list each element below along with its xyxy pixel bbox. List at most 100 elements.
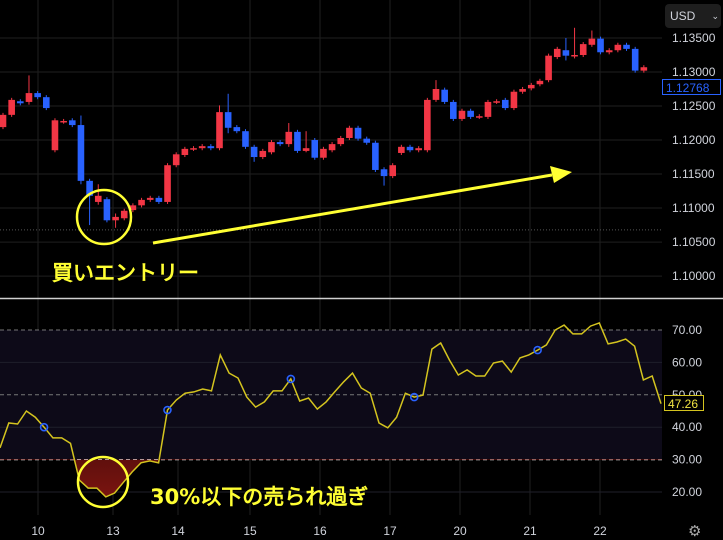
- gear-icon[interactable]: ⚙: [688, 523, 702, 540]
- candle-down: [17, 101, 24, 104]
- candle-down: [207, 146, 215, 149]
- candle-up: [536, 80, 544, 85]
- chevron-down-icon: ⌄: [711, 11, 719, 21]
- candle-down: [224, 112, 232, 128]
- candle-up: [164, 165, 171, 202]
- candle-up: [268, 142, 275, 153]
- candle-up: [614, 44, 622, 51]
- candle-down: [311, 140, 319, 158]
- rsi-tick-label: 40.00: [672, 420, 702, 434]
- rsi-tick-label: 70.00: [672, 323, 702, 337]
- candle-down: [562, 50, 570, 56]
- candle-up: [285, 131, 293, 145]
- date-tick-label: 14: [171, 524, 185, 538]
- price-tick-label: 1.11500: [672, 167, 715, 181]
- candle-down: [103, 199, 111, 221]
- annotations: [75, 166, 572, 509]
- candle-down: [68, 120, 76, 126]
- rsi-marker: [409, 392, 419, 402]
- candle-up: [553, 48, 561, 58]
- candle-down: [155, 197, 163, 202]
- candle-down: [623, 44, 630, 49]
- candle-up: [424, 99, 431, 151]
- candle-up: [8, 99, 15, 115]
- candle-down: [294, 131, 301, 151]
- candle-down: [441, 89, 448, 102]
- rsi-marker: [286, 374, 296, 384]
- date-tick-label: 10: [31, 524, 45, 538]
- candle-down: [77, 125, 85, 181]
- date-tick-label: 16: [313, 524, 327, 538]
- rsi-tick-label: 60.00: [672, 355, 702, 369]
- date-tick-label: 20: [453, 524, 467, 538]
- candle-down: [597, 38, 604, 53]
- candle-up: [640, 67, 648, 71]
- date-tick-label: 13: [106, 524, 120, 538]
- rsi-pane: [0, 321, 662, 498]
- candle-up: [398, 146, 405, 153]
- rsi-marker: [163, 405, 172, 415]
- price-tick-label: 1.11000: [672, 201, 715, 215]
- currency-label: USD: [670, 9, 696, 23]
- candle-up: [432, 89, 440, 100]
- candle-up: [129, 205, 137, 211]
- axes: 1.13500 1.13000 1.12500 1.12000 1.11500 1.110…: [0, 31, 723, 538]
- candle-up: [25, 93, 33, 102]
- candle-up: [476, 116, 483, 118]
- trend-arrow-head: [550, 166, 572, 183]
- candle-down: [242, 131, 249, 147]
- candle-up: [484, 101, 492, 117]
- candle-up: [120, 210, 128, 219]
- date-tick-label: 21: [523, 524, 537, 538]
- candle-up: [328, 144, 336, 151]
- trend-arrow-line: [152, 173, 553, 245]
- candle-up: [0, 114, 7, 128]
- candle-up: [302, 148, 310, 151]
- price-tick-label: 1.12500: [672, 99, 716, 113]
- candle-down: [43, 97, 50, 109]
- candle-up: [138, 199, 145, 206]
- candle-up: [337, 137, 345, 145]
- candle-up: [181, 148, 189, 155]
- candle-up: [493, 101, 500, 103]
- price-tick-label: 1.12000: [672, 133, 716, 147]
- candle-up: [112, 216, 119, 221]
- candle-up: [571, 54, 578, 57]
- rsi-tick-label: 20.00: [672, 485, 702, 499]
- candle-up: [510, 91, 518, 109]
- oversold-circle: [76, 455, 130, 509]
- candle-up: [389, 165, 396, 177]
- candle-up: [190, 148, 197, 150]
- candle-up: [51, 120, 59, 151]
- candle-up: [94, 195, 102, 202]
- candle-up: [198, 146, 206, 149]
- candle-down: [406, 146, 414, 151]
- candle-down: [380, 169, 388, 177]
- candle-up: [320, 148, 327, 158]
- currency-selector[interactable]: USD ⌄: [665, 4, 721, 28]
- candle-up: [588, 38, 596, 45]
- candle-down: [250, 146, 258, 158]
- candle-down: [363, 138, 371, 143]
- candle-up: [216, 112, 223, 149]
- candle-up: [146, 197, 154, 200]
- candle-down: [233, 127, 241, 132]
- candle-up: [259, 150, 267, 158]
- last-price-tag: 1.12768: [662, 79, 721, 95]
- rsi-value-tag: 47.26: [664, 395, 704, 411]
- candle-up: [60, 120, 67, 123]
- entry-annotation: 買いエントリー: [52, 261, 199, 285]
- candle-up: [415, 148, 422, 151]
- date-tick-label: 17: [383, 524, 397, 538]
- candle-up: [605, 50, 613, 53]
- candle-down: [467, 110, 474, 117]
- candle-down: [354, 127, 362, 139]
- oversold-annotation: 30%以下の売られ過ぎ: [150, 485, 369, 509]
- candle-down: [86, 180, 93, 196]
- candle-up: [172, 154, 180, 166]
- price-tick-label: 1.13500: [672, 31, 716, 45]
- rsi-marker: [533, 345, 542, 355]
- entry-circle: [75, 188, 133, 246]
- date-tick-label: 22: [593, 524, 607, 538]
